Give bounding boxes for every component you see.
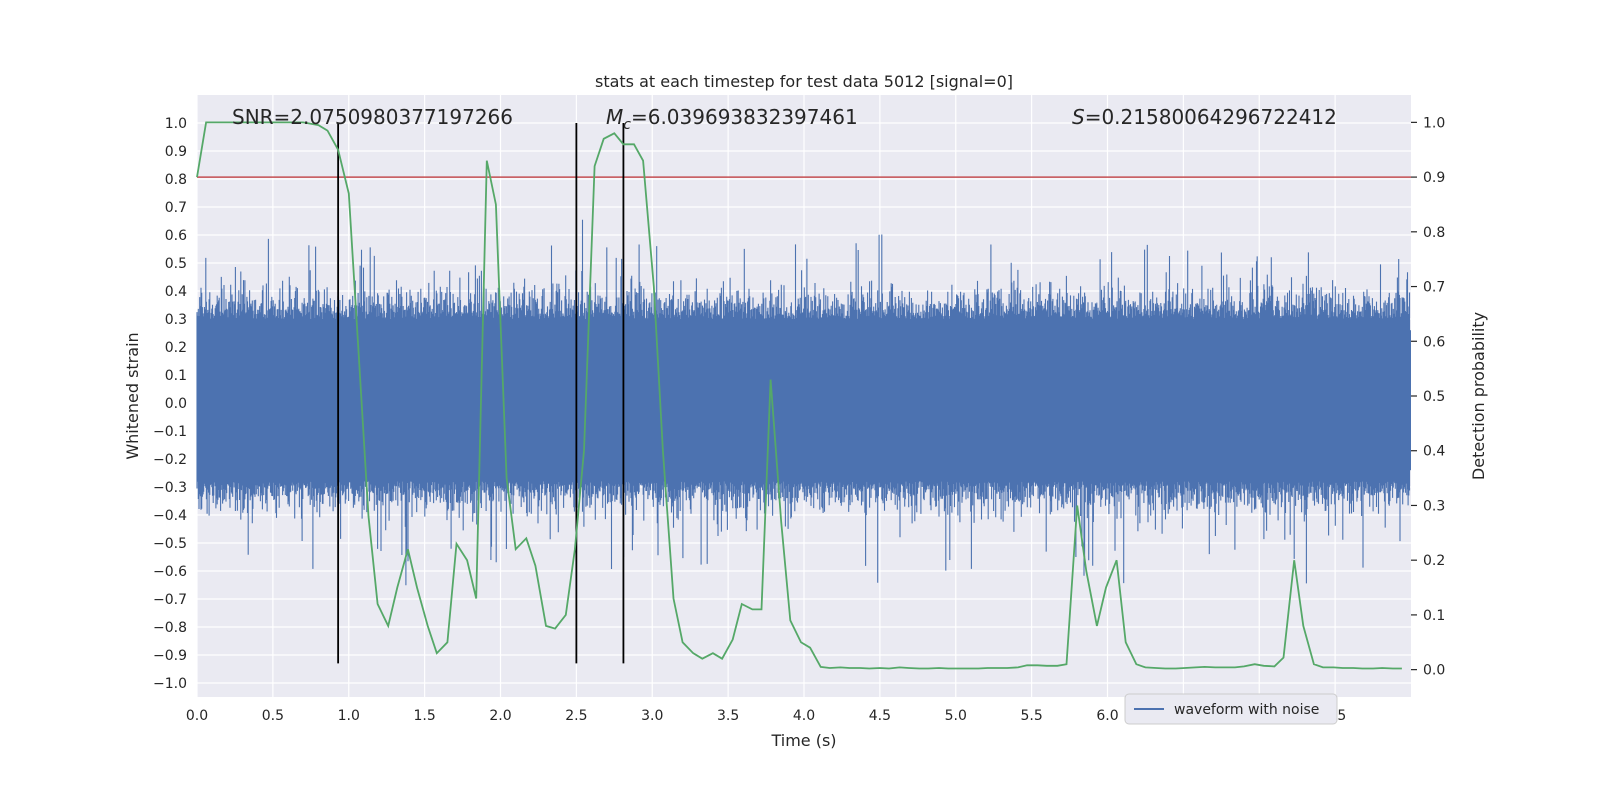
y-right-tick-label: 0.8 bbox=[1423, 225, 1445, 241]
x-tick-label: 5.5 bbox=[1020, 708, 1042, 724]
legend-entry: waveform with noise bbox=[1174, 702, 1319, 718]
y-tick-label: 0.4 bbox=[165, 284, 187, 300]
y-axis-label: Whitened strain bbox=[123, 332, 142, 459]
y-tick-label: −0.8 bbox=[153, 620, 187, 636]
vertical-markers bbox=[337, 123, 625, 664]
y-tick-label: 0.0 bbox=[165, 396, 187, 412]
x-tick-label: 5.0 bbox=[945, 708, 967, 724]
annotation-chirp-mass: Mc=6.039693832397461 bbox=[606, 105, 858, 133]
legend-box bbox=[1124, 693, 1338, 725]
y-tick-label: −1.0 bbox=[153, 676, 187, 692]
y-axis-left: 1.0 0.9 0.8 0.7 0.6 0.5 0.4 0.3 0.2 0.1 0.0 −0.1 −0.… bbox=[153, 116, 187, 692]
chart-title: stats at each timestep for test data 501… bbox=[595, 72, 1013, 91]
y-right-tick-label: 0.7 bbox=[1423, 280, 1445, 296]
y-tick-label: 0.3 bbox=[165, 312, 187, 328]
x-tick-label: 2.5 bbox=[565, 708, 587, 724]
y-tick-label: −0.1 bbox=[153, 424, 187, 440]
x-tick-label: 0.0 bbox=[186, 708, 208, 724]
y-tick-label: 0.7 bbox=[165, 200, 187, 216]
series-detection-probability bbox=[196, 121, 1402, 670]
y-tick-label: 1.0 bbox=[165, 116, 187, 132]
y-axis-right-label: Detection probability bbox=[1469, 312, 1488, 480]
x-tick-label: 4.5 bbox=[869, 708, 891, 724]
x-axis-label: Time (s) bbox=[770, 731, 836, 750]
waveform-core bbox=[197, 330, 1411, 471]
annotation-s: S=0.21580064296722412 bbox=[1072, 105, 1337, 129]
y-tick-label: −0.5 bbox=[153, 536, 187, 552]
y-right-tick-label: 0.6 bbox=[1423, 334, 1445, 350]
y-tick-label: 0.1 bbox=[165, 368, 187, 384]
y-tick-label: 0.5 bbox=[165, 256, 187, 272]
annotation-snr: SNR=2.0750980377197266 bbox=[232, 105, 513, 129]
x-tick-label: 3.5 bbox=[717, 708, 739, 724]
y-right-tick-label: 0.5 bbox=[1423, 389, 1445, 405]
legend: waveform with noise bbox=[1124, 693, 1338, 725]
x-tick-label: 1.5 bbox=[413, 708, 435, 724]
y-right-tick-label: 1.0 bbox=[1423, 115, 1445, 131]
y-tick-label: −0.3 bbox=[153, 480, 187, 496]
series-waveform-with-noise bbox=[196, 219, 1411, 586]
y-right-tick-label: 0.4 bbox=[1423, 444, 1445, 460]
y-axis-right: 1.0 0.9 0.8 0.7 0.6 0.5 0.4 0.3 0.2 0.1 0.0 bbox=[1411, 115, 1445, 679]
y-tick-label: −0.2 bbox=[153, 452, 187, 468]
y-tick-label: −0.4 bbox=[153, 508, 187, 524]
y-tick-label: 0.2 bbox=[165, 340, 187, 356]
x-tick-label: 1.0 bbox=[338, 708, 360, 724]
x-tick-label: 2.0 bbox=[489, 708, 511, 724]
x-tick-label: 4.0 bbox=[793, 708, 815, 724]
y-right-tick-label: 0.2 bbox=[1423, 553, 1445, 569]
s-symbol: S bbox=[1072, 105, 1085, 129]
x-tick-label: 3.0 bbox=[641, 708, 663, 724]
mc-value: =6.039693832397461 bbox=[631, 105, 858, 129]
y-tick-label: −0.9 bbox=[153, 648, 187, 664]
mc-symbol: M bbox=[606, 105, 623, 129]
x-tick-label: 6.0 bbox=[1096, 708, 1118, 724]
y-tick-label: 0.9 bbox=[165, 144, 187, 160]
y-right-tick-label: 0.9 bbox=[1423, 170, 1445, 186]
y-right-tick-label: 0.0 bbox=[1423, 663, 1445, 679]
y-tick-label: 0.6 bbox=[165, 228, 187, 244]
x-tick-label: 0.5 bbox=[262, 708, 284, 724]
y-tick-label: −0.7 bbox=[153, 592, 187, 608]
y-tick-label: −0.6 bbox=[153, 564, 187, 580]
y-tick-label: 0.8 bbox=[165, 172, 187, 188]
mc-subscript: c bbox=[623, 117, 631, 133]
y-right-tick-label: 0.3 bbox=[1423, 498, 1445, 514]
s-value: =0.21580064296722412 bbox=[1085, 105, 1337, 129]
y-right-tick-label: 0.1 bbox=[1423, 608, 1445, 624]
